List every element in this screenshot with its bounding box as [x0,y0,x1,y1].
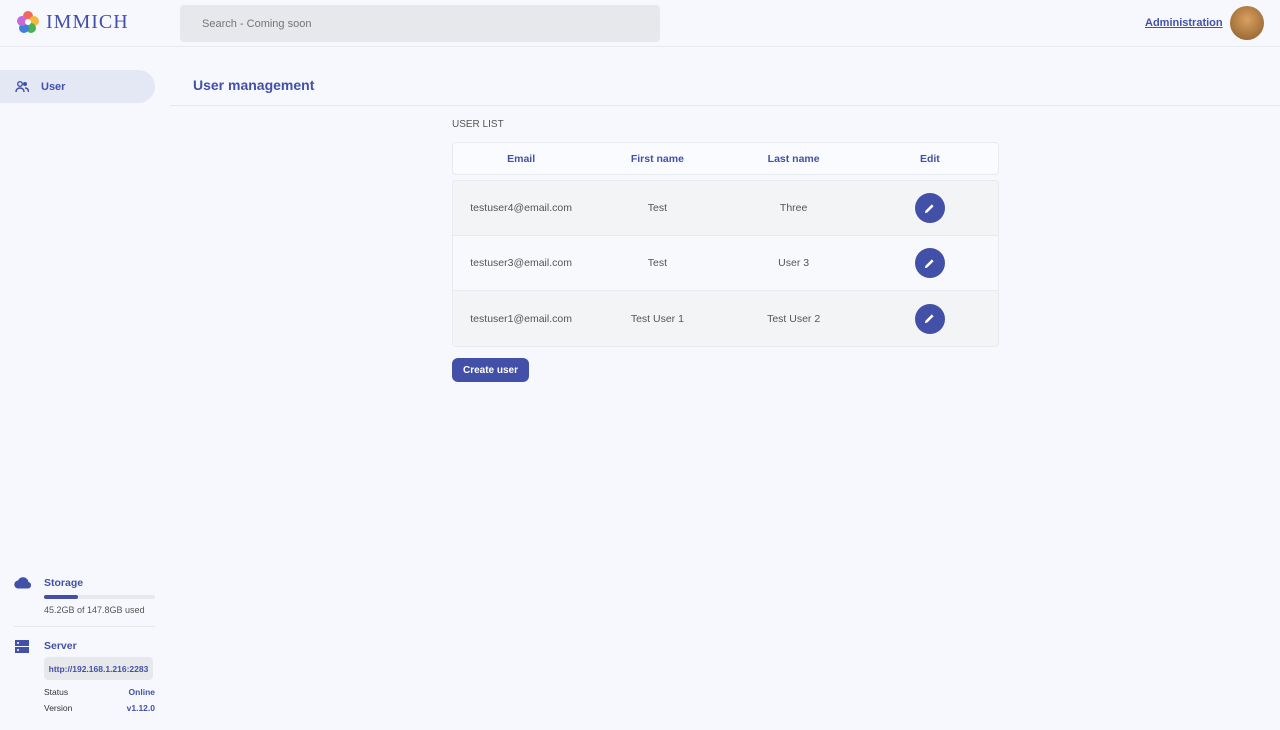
section-title: USER LIST [452,119,504,130]
last-name-cell: Test User 2 [767,312,821,325]
divider [14,626,155,627]
server-icon [15,640,29,653]
search-input[interactable] [180,5,660,42]
status-label: Status [44,687,69,697]
column-header: Email [507,152,536,165]
column-header: Edit [919,152,940,165]
first-name-cell: Test [647,202,667,214]
storage-label: Storage [44,577,84,589]
table-header: Email First name Last name Edit [452,142,999,175]
create-user-button[interactable]: Create user [452,358,529,382]
pencil-icon [925,203,934,213]
storage-bar-fill [44,595,78,599]
email-cell: testuser3@email.com [470,257,572,269]
table-row: testuser4@email.com Test Three [453,181,998,236]
page-title: User management [193,77,315,93]
storage-bar [44,595,155,599]
version-value: v1.12.0 [126,703,155,713]
user-table: testuser4@email.com Test Three testuser3… [452,180,999,347]
first-name-cell: Test [647,257,667,269]
edit-user-button[interactable] [914,248,945,278]
last-name-cell: User 3 [778,257,810,269]
administration-link[interactable]: Administration [1145,17,1223,29]
last-name-cell: Three [779,202,808,214]
server-version: Version v1.12.0 [44,703,155,713]
email-cell: testuser4@email.com [470,202,572,214]
cloud-icon [14,577,32,589]
server-status: Status Online [44,687,155,697]
immich-logo-icon [17,11,39,33]
logo[interactable]: IMMICH [16,10,129,34]
status-value: Online [128,687,155,697]
edit-user-button[interactable] [914,303,945,334]
table-row: testuser3@email.com Test User 3 [453,236,998,291]
divider [170,105,1280,106]
avatar[interactable] [1230,6,1264,40]
table-row: testuser1@email.com Test User 1 Test Use… [453,291,998,346]
column-header: First name [630,152,684,165]
email-cell: testuser1@email.com [470,312,572,325]
server-label: Server [44,640,77,652]
top-bar: IMMICH Administration [0,0,1280,47]
version-label: Version [44,703,73,713]
column-header: Last name [767,152,820,165]
edit-user-button[interactable] [914,193,945,223]
first-name-cell: Test User 1 [630,312,684,325]
sidebar-item-label: User [41,80,66,93]
app-name: IMMICH [46,10,129,33]
server-url: http://192.168.1.216:2283 [44,657,153,680]
pencil-icon [925,314,934,324]
storage-usage: 45.2GB of 147.8GB used [44,605,145,615]
sidebar-item-user[interactable]: User [0,70,155,103]
pencil-icon [925,258,934,268]
users-icon [15,80,29,92]
